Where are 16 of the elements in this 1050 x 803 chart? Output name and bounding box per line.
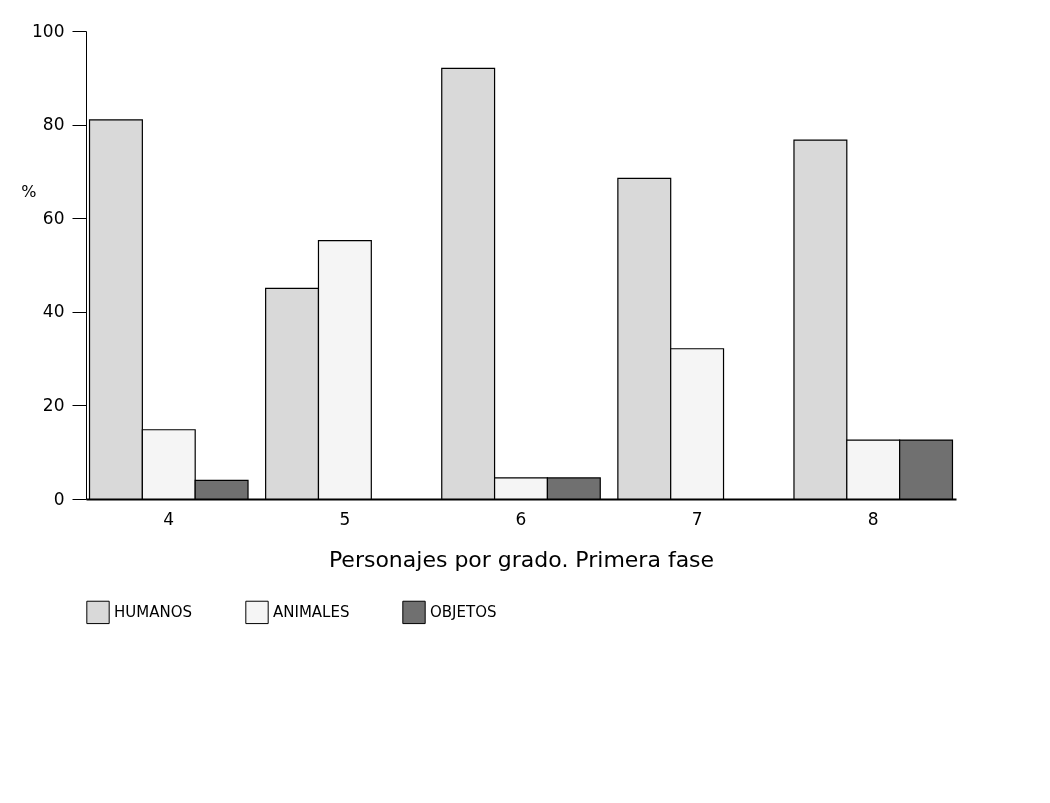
x-tick-label: 7 — [691, 508, 703, 529]
x-tick-label: 5 — [339, 508, 351, 529]
legend-label: ANIMALES — [273, 603, 350, 622]
x-axis-title: Personajes por grado. Primera fase — [328, 546, 715, 572]
y-tick-label: 100 — [32, 20, 65, 41]
x-tick-label: 6 — [515, 508, 527, 529]
x-tick-label: 4 — [163, 508, 175, 529]
legend-label: OBJETOS — [430, 603, 497, 622]
y-tick-label: 40 — [42, 301, 65, 322]
y-tick-label: 60 — [42, 207, 65, 228]
x-tick-label: 8 — [867, 508, 879, 529]
legend-label: HUMANOS — [114, 603, 193, 622]
y-tick-label: 80 — [42, 114, 65, 135]
y-tick-label: 0 — [53, 488, 65, 509]
y-tick-label: 20 — [42, 394, 65, 415]
y-axis-title: % — [21, 181, 37, 201]
